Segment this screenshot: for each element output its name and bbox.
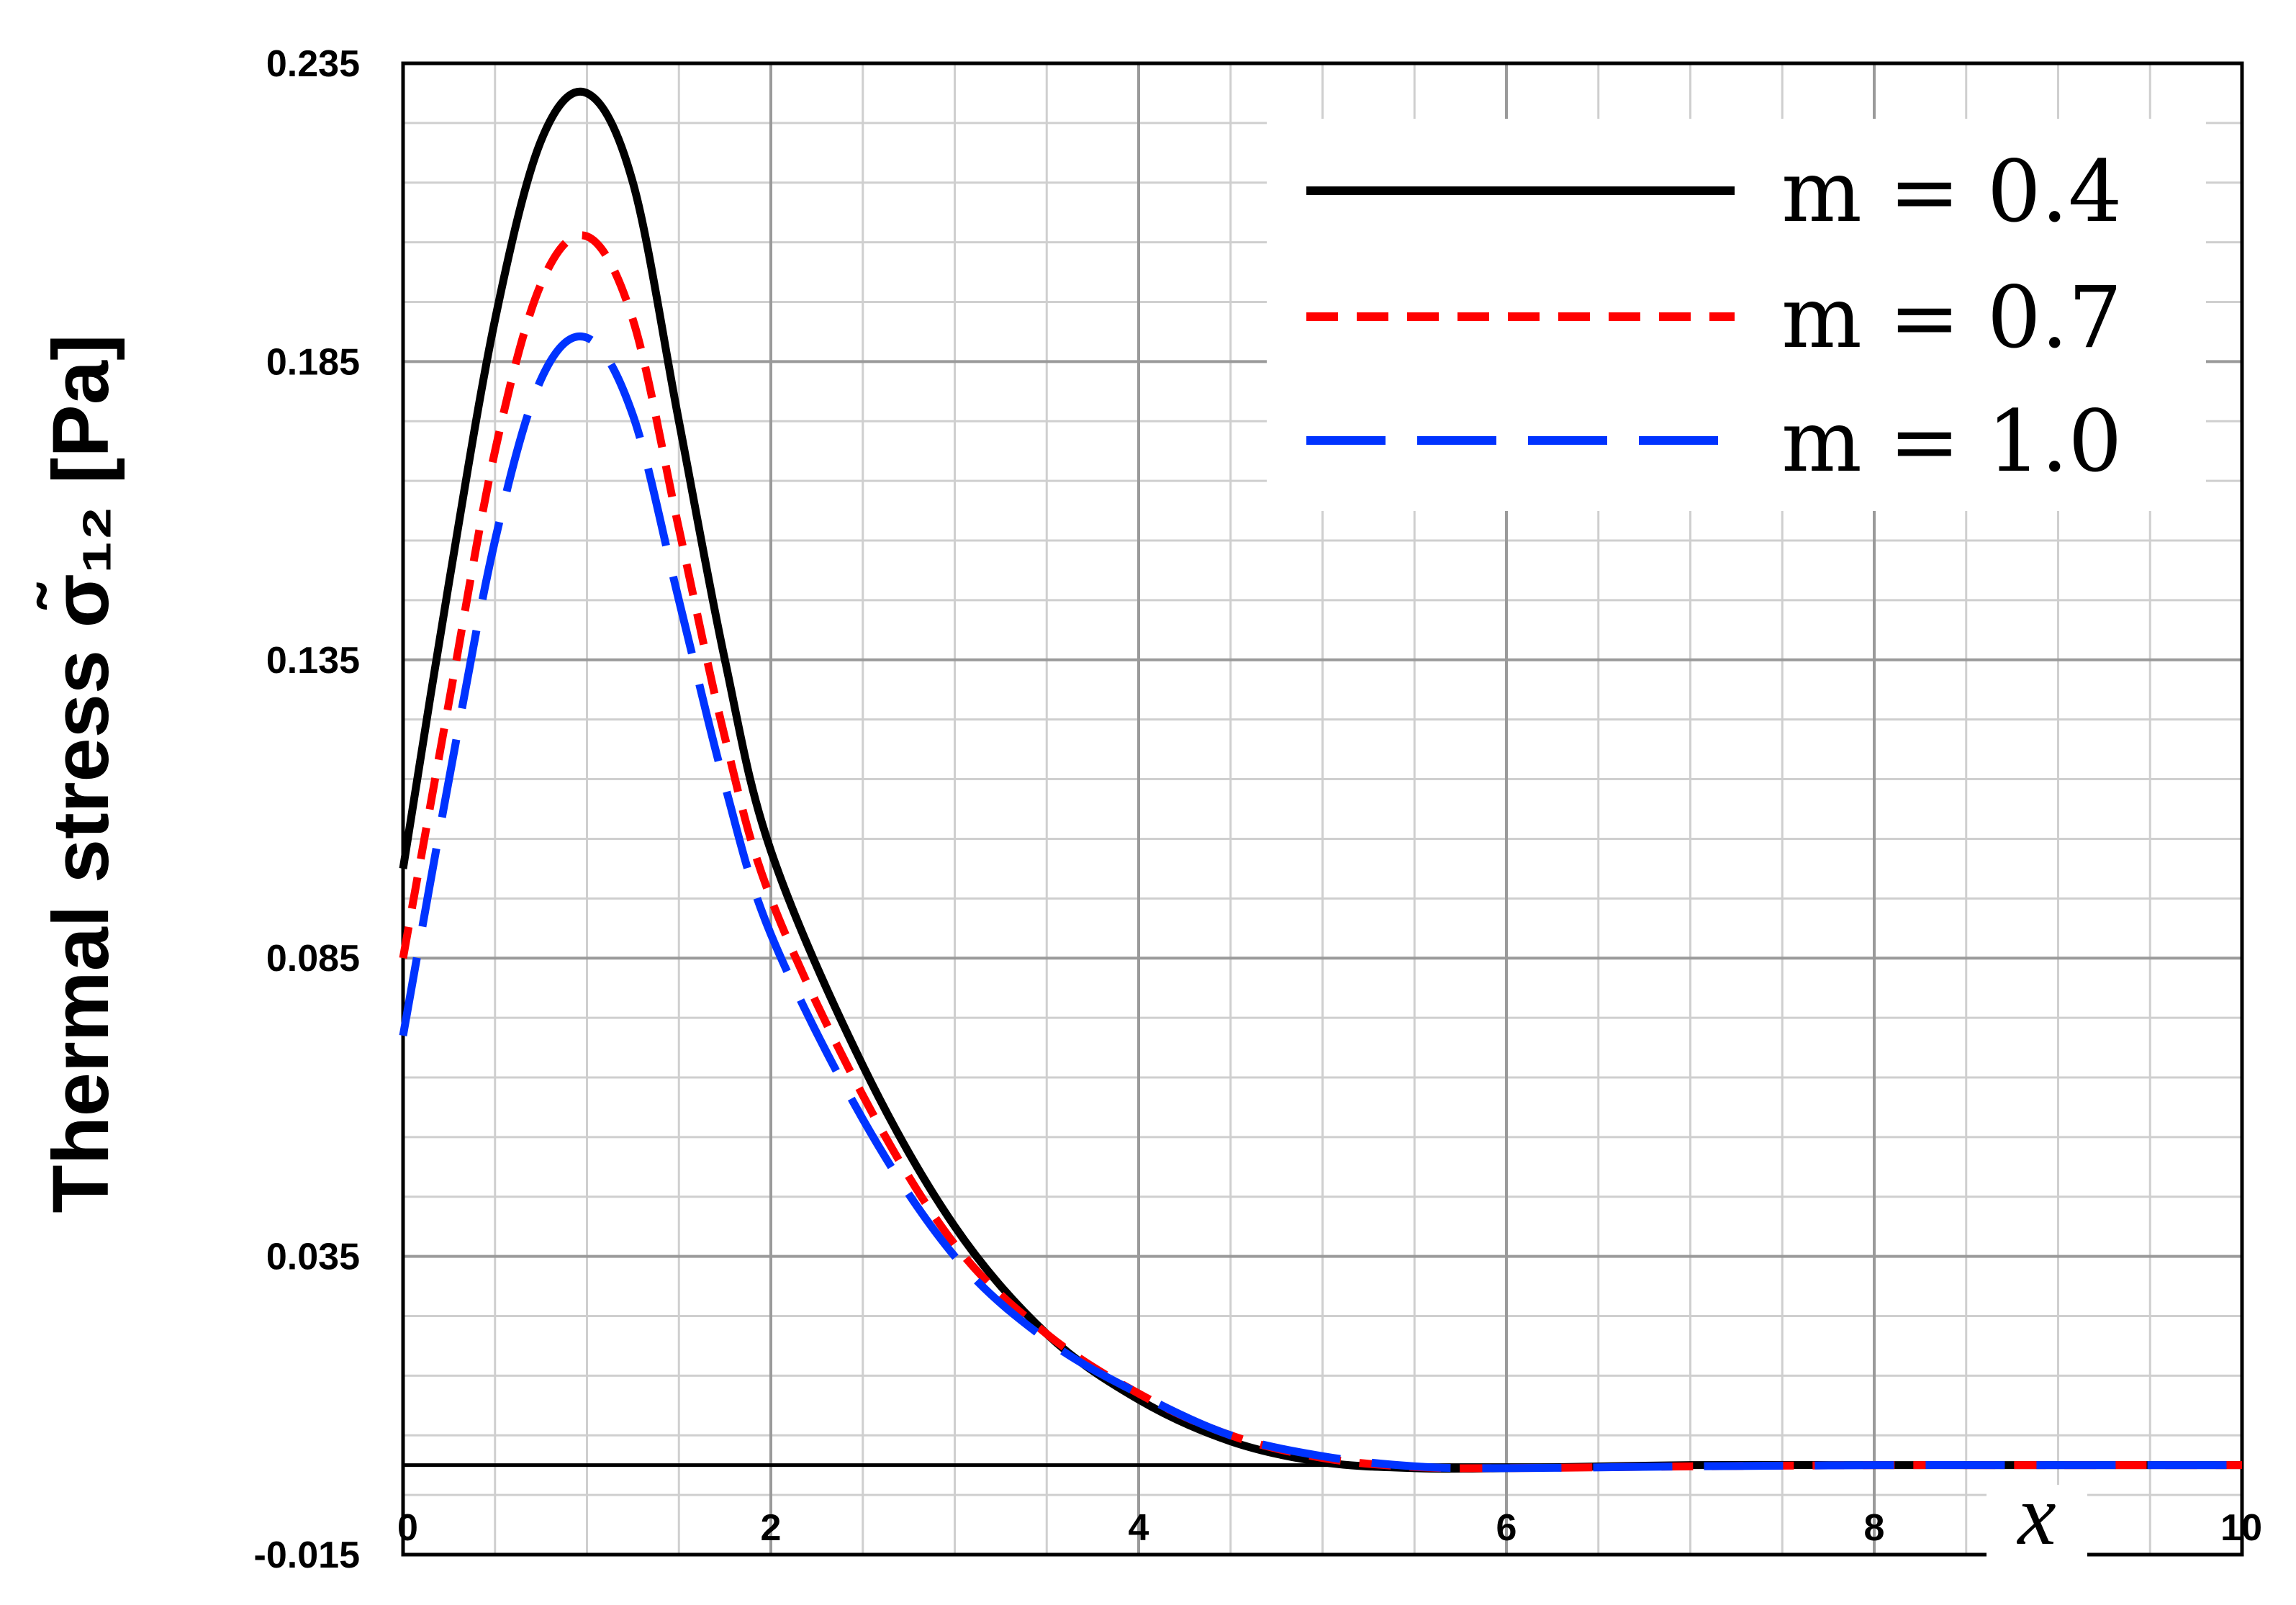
y-tick-label: -0.015 <box>254 1534 360 1576</box>
y-tick-labels: -0.015 0.035 0.085 0.135 0.185 0.235 <box>254 43 360 1576</box>
x-tick-labels: 0 2 4 6 8 10 <box>397 1507 2262 1549</box>
y-axis-label: Thermal stress σ̃₁₂ [Pa] <box>37 334 125 1213</box>
y-tick-label: 0.035 <box>266 1236 360 1278</box>
x-tick-label: 0 <box>397 1507 418 1549</box>
x-tick-label: 6 <box>1496 1507 1517 1549</box>
legend-label-3: m = 1.0 <box>1781 392 2122 491</box>
legend-label-1: m = 0.4 <box>1781 142 2122 241</box>
x-axis-label: x <box>2016 1467 2056 1563</box>
x-tick-label: 4 <box>1129 1507 1149 1549</box>
plot-frame <box>401 61 2244 1557</box>
x-tick-label: 8 <box>1864 1507 1885 1549</box>
y-tick-label: 0.085 <box>266 938 360 980</box>
legend-label-2: m = 0.7 <box>1781 268 2122 367</box>
y-tick-label: 0.135 <box>266 640 360 682</box>
y-tick-label: 0.185 <box>266 341 360 383</box>
y-tick-label: 0.235 <box>266 43 360 85</box>
x-tick-label: 2 <box>761 1507 782 1549</box>
series-layer <box>399 87 2242 1473</box>
legend: m = 0.4 m = 0.7 m = 1.0 <box>1306 142 2122 491</box>
x-axis-label-background <box>1987 1485 2087 1600</box>
x-tick-label: 10 <box>2220 1507 2262 1549</box>
